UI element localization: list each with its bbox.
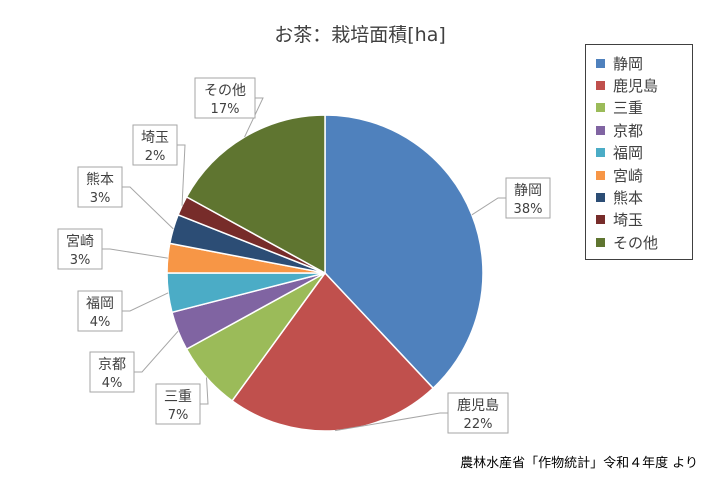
leader-line-8 bbox=[177, 144, 186, 206]
legend-item: 埼玉 bbox=[596, 209, 643, 231]
data-label-8: 埼玉 2% bbox=[132, 124, 178, 166]
legend-label: 宮崎 bbox=[613, 166, 644, 185]
pie-slice-1 bbox=[324, 114, 484, 390]
leader-line-7 bbox=[122, 186, 174, 230]
data-label-box bbox=[505, 177, 551, 219]
data-label-2: 鹿児島 22% bbox=[447, 392, 509, 434]
data-label-name: 静岡 bbox=[514, 183, 542, 199]
data-label-percent: 38% bbox=[514, 202, 543, 217]
data-label-percent: 2% bbox=[145, 149, 166, 164]
leader-line-2 bbox=[334, 412, 448, 432]
leader-line-6 bbox=[102, 248, 168, 259]
leader-line-9 bbox=[244, 97, 264, 138]
data-label-box bbox=[155, 383, 201, 425]
data-label-box bbox=[447, 392, 509, 434]
legend-swatch bbox=[596, 192, 605, 202]
data-label-name: 京都 bbox=[98, 357, 126, 373]
data-label-name: 鹿児島 bbox=[457, 397, 499, 414]
leader-line-4 bbox=[134, 330, 179, 373]
legend-label: 鹿児島 bbox=[613, 76, 659, 95]
source-note: 農林水産省「作物統計」令和４年度 より bbox=[460, 456, 698, 471]
data-label-name: 熊本 bbox=[86, 172, 114, 188]
legend-swatch bbox=[596, 80, 605, 90]
leader-line-5 bbox=[122, 292, 169, 312]
data-label-box bbox=[132, 124, 178, 166]
legend-item: 三重 bbox=[596, 97, 643, 119]
data-label-5: 福岡 4% bbox=[77, 290, 123, 332]
data-label-percent: 3% bbox=[90, 191, 111, 206]
legend-label: 三重 bbox=[613, 99, 644, 118]
data-label-box bbox=[194, 77, 256, 119]
data-label-box bbox=[57, 228, 103, 270]
chart-title: お茶：栽培面積[ha] bbox=[274, 24, 446, 46]
data-label-4: 京都 4% bbox=[89, 351, 135, 393]
legend-label: 埼玉 bbox=[613, 211, 644, 230]
data-label-percent: 17% bbox=[211, 102, 240, 117]
leader-line-3 bbox=[200, 377, 209, 405]
legend-item: 福岡 bbox=[596, 142, 643, 164]
data-label-percent: 4% bbox=[102, 376, 123, 391]
data-label-7: 熊本 3% bbox=[77, 166, 123, 208]
legend-swatch bbox=[596, 103, 605, 113]
legend-swatch bbox=[596, 125, 605, 135]
legend-label: 福岡 bbox=[613, 144, 644, 163]
data-label-name: 三重 bbox=[164, 389, 192, 405]
data-label-percent: 22% bbox=[464, 417, 493, 432]
data-label-name: 福岡 bbox=[86, 296, 114, 312]
legend-label: 熊本 bbox=[613, 188, 644, 207]
chart-legend: 静岡鹿児島三重京都福岡宮崎熊本埼玉その他 bbox=[585, 44, 693, 260]
data-label-box bbox=[77, 166, 123, 208]
leader-line-1 bbox=[471, 197, 506, 216]
data-label-box bbox=[77, 290, 123, 332]
data-label-name: その他 bbox=[204, 83, 246, 99]
data-label-1: 静岡 38% bbox=[505, 177, 551, 219]
data-label-percent: 7% bbox=[168, 408, 189, 423]
data-label-name: 埼玉 bbox=[141, 130, 169, 146]
pie-slice-9 bbox=[185, 114, 326, 275]
legend-swatch bbox=[596, 148, 605, 158]
legend-item: 熊本 bbox=[596, 186, 643, 208]
legend-label: 静岡 bbox=[613, 54, 644, 73]
legend-item: 宮崎 bbox=[596, 164, 643, 186]
legend-swatch bbox=[596, 170, 605, 180]
legend-item: 鹿児島 bbox=[596, 74, 658, 96]
data-label-3: 三重 7% bbox=[155, 383, 201, 425]
data-label-name: 宮崎 bbox=[66, 234, 94, 250]
legend-item: その他 bbox=[596, 231, 658, 253]
data-label-9: その他 17% bbox=[194, 77, 256, 119]
data-label-box bbox=[89, 351, 135, 393]
legend-swatch bbox=[596, 58, 605, 68]
legend-swatch bbox=[596, 237, 605, 247]
legend-item: 京都 bbox=[596, 119, 643, 141]
legend-swatch bbox=[596, 215, 605, 225]
data-label-percent: 4% bbox=[90, 315, 111, 330]
legend-label: その他 bbox=[613, 233, 659, 252]
legend-item: 静岡 bbox=[596, 52, 643, 74]
data-label-percent: 3% bbox=[70, 253, 91, 268]
legend-label: 京都 bbox=[613, 121, 644, 140]
data-label-6: 宮崎 3% bbox=[57, 228, 103, 270]
